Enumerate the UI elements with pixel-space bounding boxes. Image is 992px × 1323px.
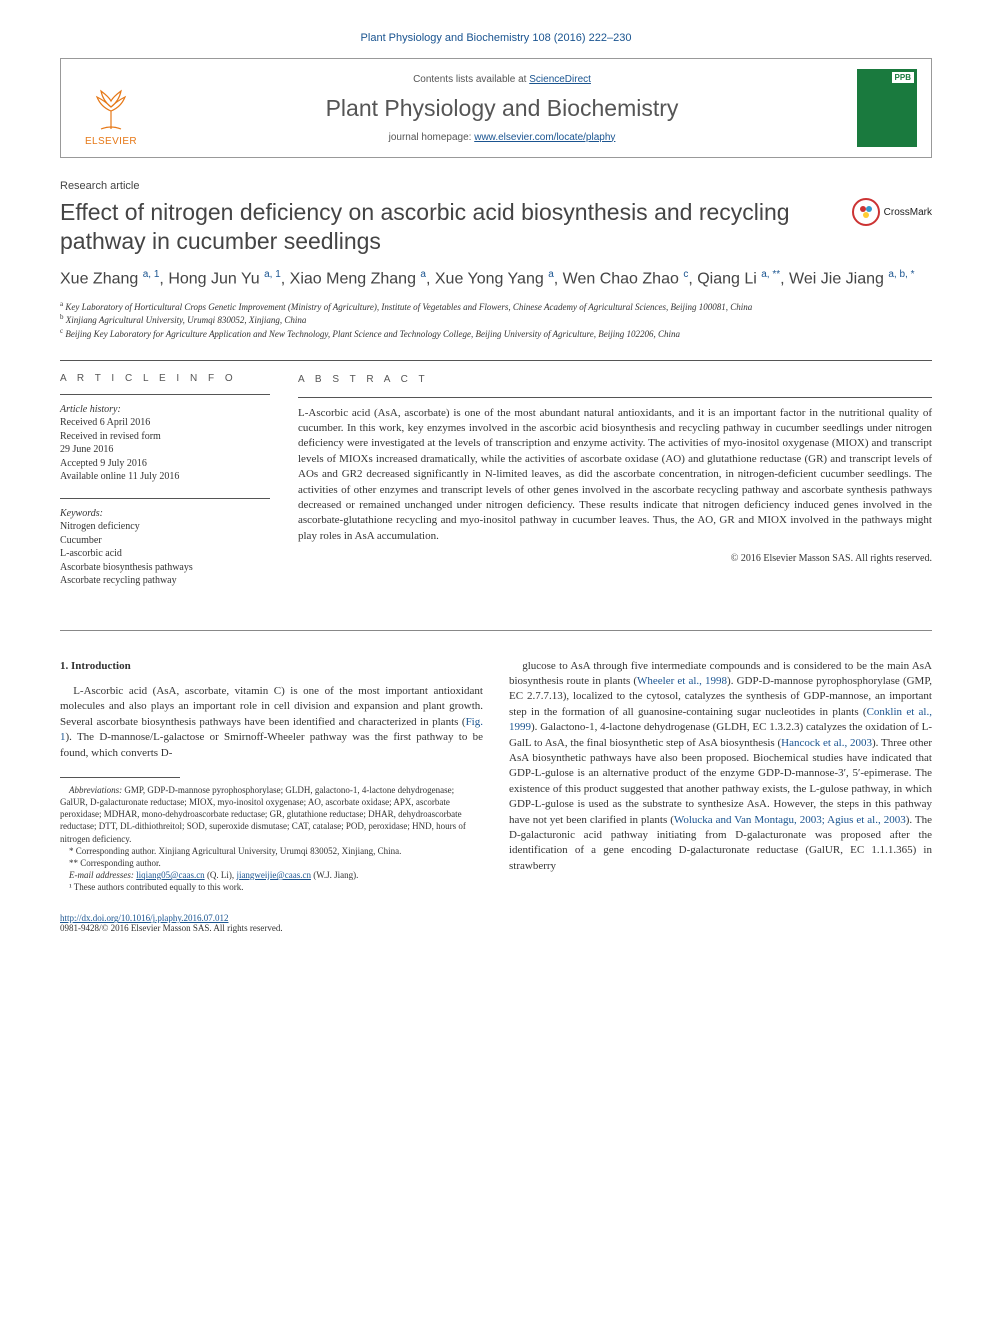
abbreviations: Abbreviations: GMP, GDP-D-mannose pyroph… <box>60 784 483 845</box>
journal-header: ELSEVIER Contents lists available at Sci… <box>60 58 932 158</box>
divider <box>60 360 932 361</box>
homepage-link[interactable]: www.elsevier.com/locate/plaphy <box>474 132 615 143</box>
homepage-line: journal homepage: www.elsevier.com/locat… <box>165 132 839 143</box>
section-number: 1. <box>60 660 68 672</box>
crossmark-label: CrossMark <box>884 207 932 218</box>
figure-ref[interactable]: Fig. 1 <box>60 716 483 743</box>
issn-copyright: 0981-9428/© 2016 Elsevier Masson SAS. Al… <box>60 923 283 933</box>
crossmark-icon <box>852 198 880 226</box>
abstract-heading: A B S T R A C T <box>298 373 932 387</box>
left-column: 1. Introduction L-Ascorbic acid (AsA, as… <box>60 659 483 894</box>
citation-line: Plant Physiology and Biochemistry 108 (2… <box>60 32 932 44</box>
email-link-2[interactable]: jiangweijie@caas.cn <box>236 870 311 880</box>
elsevier-label: ELSEVIER <box>85 136 137 147</box>
keyword: Nitrogen deficiency <box>60 520 270 534</box>
right-column: glucose to AsA through five intermediate… <box>509 659 932 894</box>
journal-cover: PPB <box>857 69 917 147</box>
header-center: Contents lists available at ScienceDirec… <box>165 74 839 143</box>
keyword: Cucumber <box>60 534 270 548</box>
article-info-heading: A R T I C L E I N F O <box>60 373 270 384</box>
history-line: Received 6 April 2016 <box>60 416 270 430</box>
citation-ref[interactable]: Conklin et al., 1999 <box>509 706 932 733</box>
divider <box>60 630 932 631</box>
abstract-column: A B S T R A C T L-Ascorbic acid (AsA, as… <box>298 373 932 602</box>
history-line: 29 June 2016 <box>60 443 270 457</box>
history-line: Available online 11 July 2016 <box>60 470 270 484</box>
footnotes: Abbreviations: GMP, GDP-D-mannose pyroph… <box>60 784 483 893</box>
citation-ref[interactable]: Hancock et al., 2003 <box>781 737 872 749</box>
elsevier-tree-icon <box>82 78 140 136</box>
keywords-block: Keywords: Nitrogen deficiencyCucumberL-a… <box>60 507 270 588</box>
corresp-1: * Corresponding author. Xinjiang Agricul… <box>60 845 483 857</box>
contents-prefix: Contents lists available at <box>413 74 529 85</box>
keyword: L-ascorbic acid <box>60 547 270 561</box>
equal-contrib: ¹ These authors contributed equally to t… <box>60 881 483 893</box>
page-container: Plant Physiology and Biochemistry 108 (2… <box>0 0 992 973</box>
crossmark-badge[interactable]: CrossMark <box>852 198 932 226</box>
journal-cover-tag: PPB <box>892 72 914 83</box>
affiliation-line: c Beijing Key Laboratory for Agriculture… <box>60 327 932 340</box>
contents-line: Contents lists available at ScienceDirec… <box>165 74 839 85</box>
title-row: Effect of nitrogen deficiency on ascorbi… <box>60 198 932 256</box>
corresp-2: ** Corresponding author. <box>60 857 483 869</box>
intro-para-right: glucose to AsA through five intermediate… <box>509 659 932 874</box>
author-list: Xue Zhang a, 1, Hong Jun Yu a, 1, Xiao M… <box>60 268 932 291</box>
sciencedirect-link[interactable]: ScienceDirect <box>529 74 591 85</box>
keywords-label: Keywords: <box>60 507 270 521</box>
email-who-2: (W.J. Jiang). <box>311 870 358 880</box>
history-line: Received in revised form <box>60 430 270 444</box>
abstract-text: L-Ascorbic acid (AsA, ascorbate) is one … <box>298 406 932 545</box>
article-info-column: A R T I C L E I N F O Article history: R… <box>60 373 270 602</box>
article-history: Article history: Received 6 April 2016Re… <box>60 403 270 484</box>
abstract-copyright: © 2016 Elsevier Masson SAS. All rights r… <box>298 552 932 566</box>
keyword: Ascorbate recycling pathway <box>60 574 270 588</box>
footnote-rule <box>60 777 180 778</box>
history-label: Article history: <box>60 403 270 417</box>
keyword: Ascorbate biosynthesis pathways <box>60 561 270 575</box>
page-footer: http://dx.doi.org/10.1016/j.plaphy.2016.… <box>60 913 932 933</box>
affiliation-line: a Key Laboratory of Horticultural Crops … <box>60 300 932 313</box>
elsevier-logo[interactable]: ELSEVIER <box>75 69 147 147</box>
homepage-prefix: journal homepage: <box>389 132 475 143</box>
info-abstract-row: A R T I C L E I N F O Article history: R… <box>60 373 932 602</box>
affiliation-line: b Xinjiang Agricultural University, Urum… <box>60 313 932 326</box>
email-who-1: (Q. Li), <box>205 870 237 880</box>
doi-link[interactable]: http://dx.doi.org/10.1016/j.plaphy.2016.… <box>60 913 229 923</box>
abbrev-label: Abbreviations: <box>69 785 122 795</box>
article-title: Effect of nitrogen deficiency on ascorbi… <box>60 198 836 256</box>
section-title: Introduction <box>71 660 131 672</box>
journal-name: Plant Physiology and Biochemistry <box>165 95 839 122</box>
body-columns: 1. Introduction L-Ascorbic acid (AsA, as… <box>60 659 932 894</box>
section-heading: 1. Introduction <box>60 659 483 674</box>
intro-para-left: L-Ascorbic acid (AsA, ascorbate, vitamin… <box>60 684 483 761</box>
emails-label: E-mail addresses: <box>69 870 134 880</box>
email-link-1[interactable]: liqiang05@caas.cn <box>136 870 205 880</box>
affiliations: a Key Laboratory of Horticultural Crops … <box>60 300 932 339</box>
citation-ref[interactable]: Wheeler et al., 1998 <box>637 675 727 687</box>
article-type: Research article <box>60 180 932 192</box>
emails: E-mail addresses: liqiang05@caas.cn (Q. … <box>60 869 483 881</box>
citation-ref[interactable]: Wolucka and Van Montagu, 2003; Agius et … <box>674 814 906 826</box>
history-line: Accepted 9 July 2016 <box>60 457 270 471</box>
